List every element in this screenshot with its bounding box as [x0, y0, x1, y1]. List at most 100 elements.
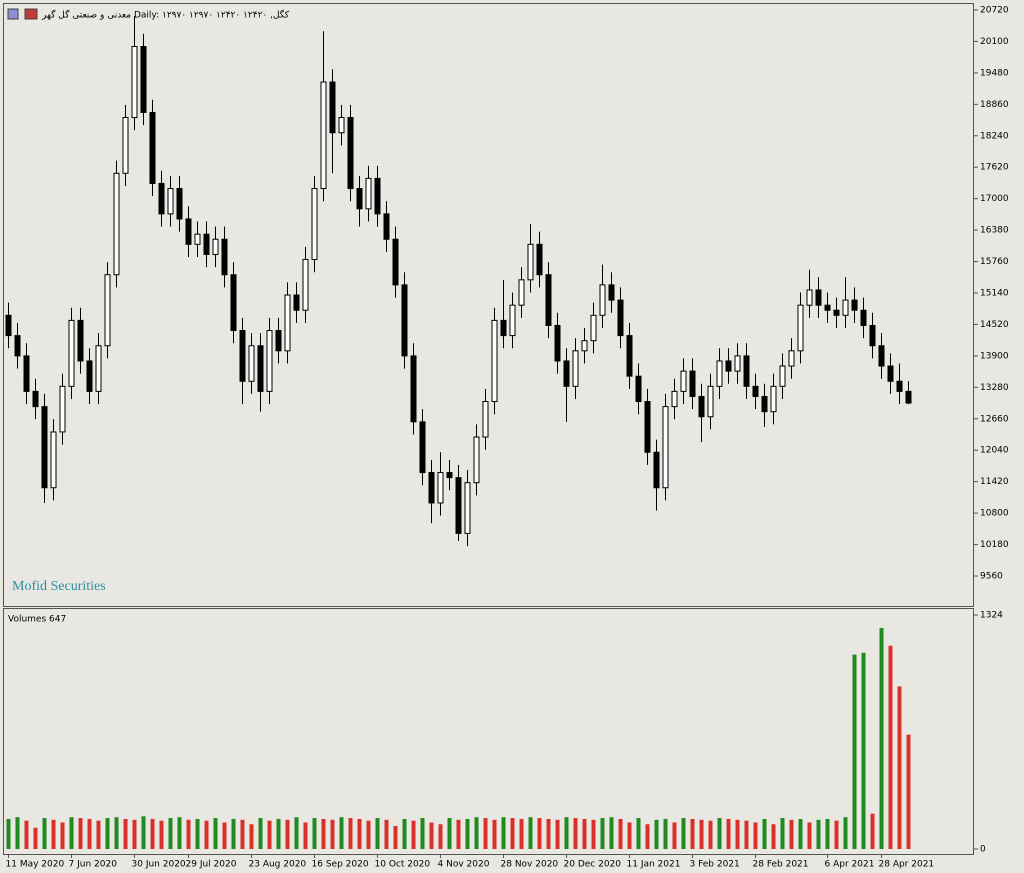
candle-body: [257, 345, 264, 392]
volume-bar: [555, 819, 560, 849]
volume-bar: [366, 820, 371, 849]
volume-bar: [312, 818, 317, 849]
y-tick-label: 18860: [980, 100, 1009, 110]
volume-bar: [258, 818, 263, 849]
volume-bar: [645, 824, 650, 849]
volume-bar: [141, 816, 146, 849]
candle-body: [698, 395, 705, 418]
volume-bar: [294, 817, 299, 849]
volume-bar: [708, 820, 713, 849]
volume-bar: [15, 817, 20, 849]
candle-body: [689, 370, 696, 397]
candle-body: [410, 355, 417, 423]
volume-bar: [789, 819, 794, 849]
volume-bar: [744, 820, 749, 849]
icon: [24, 8, 38, 20]
candle-body: [176, 188, 183, 220]
volume-bar: [537, 818, 542, 849]
candle-body: [32, 390, 39, 408]
candle-body: [671, 390, 678, 408]
volume-bar: [510, 818, 515, 849]
candle-body: [491, 319, 498, 403]
candle-body: [707, 385, 714, 418]
volume-bar: [213, 818, 218, 849]
x-tick-label: 28 Apr 2021: [879, 860, 935, 870]
volume-bar: [357, 818, 362, 849]
volume-bar: [798, 818, 803, 849]
candle-body: [401, 284, 408, 357]
y-tick-label: 12040: [980, 446, 1009, 456]
y-tick-label: 16380: [980, 226, 1009, 236]
volume-bar: [87, 818, 92, 849]
candle-body: [14, 335, 21, 357]
candle-body: [167, 188, 174, 215]
volume-bar: [159, 820, 164, 849]
volume-bar: [96, 820, 101, 849]
candle-body: [329, 81, 336, 134]
candle-body: [113, 172, 120, 276]
volume-bar: [177, 817, 182, 849]
candle-body: [680, 370, 687, 392]
y-tick-label: 20100: [980, 37, 1009, 47]
candle-body: [140, 46, 147, 113]
candle-body: [797, 304, 804, 352]
y-tick-label: 18240: [980, 131, 1009, 141]
price-panel: [3, 3, 974, 607]
y-tick-label: 10180: [980, 540, 1009, 550]
candle-body: [572, 350, 579, 387]
icon: [7, 8, 19, 20]
x-tick-label: 28 Feb 2021: [753, 860, 809, 870]
candle-body: [887, 365, 894, 382]
volume-bar: [888, 645, 893, 849]
volume-bar: [600, 818, 605, 849]
candle-body: [716, 360, 723, 387]
volume-bar: [6, 818, 11, 849]
y-tick-label: 11420: [980, 477, 1009, 487]
candle-body: [545, 274, 552, 326]
volume-bar: [330, 819, 335, 849]
volume-bar: [60, 822, 65, 849]
candle-body: [878, 345, 885, 367]
y-tick-label: 14520: [980, 320, 1009, 330]
candle-body: [149, 111, 156, 184]
volume-bar: [519, 818, 524, 849]
volume-bar: [438, 824, 443, 849]
candle-body: [500, 319, 507, 337]
volume-bar: [411, 820, 416, 849]
candle-body: [203, 233, 210, 255]
volume-bar: [825, 818, 830, 849]
candle-body: [725, 360, 732, 372]
candle-body: [626, 335, 633, 377]
volume-bar: [420, 818, 425, 849]
y-tick-label: 13280: [980, 383, 1009, 393]
x-tick-label: 11 Jan 2021: [627, 860, 681, 870]
candle-body: [761, 395, 768, 413]
candle-body: [293, 294, 300, 311]
x-tick-label: 3 Feb 2021: [690, 860, 740, 870]
volume-bar: [105, 818, 110, 849]
y-tick-label: 17620: [980, 163, 1009, 173]
candle-body: [419, 421, 426, 474]
x-tick-label: 6 Apr 2021: [825, 860, 875, 870]
volume-bar: [150, 818, 155, 849]
volume-bar: [681, 818, 686, 849]
volume-bar: [402, 818, 407, 849]
candle-body: [131, 46, 138, 119]
y-tick-label: 20720: [980, 6, 1009, 16]
candle-body: [383, 213, 390, 240]
volume-bar: [33, 827, 38, 849]
volume-bar: [465, 818, 470, 849]
x-tick-label: 4 Nov 2020: [438, 860, 490, 870]
x-tick-label: 7 Jun 2020: [69, 860, 118, 870]
candle-body: [221, 238, 228, 276]
candle-body: [275, 330, 282, 352]
candle-body: [338, 117, 345, 134]
volume-bar: [195, 818, 200, 849]
volume-bar: [24, 820, 29, 849]
candle-body: [464, 482, 471, 534]
candle-body: [563, 360, 570, 387]
candle-body: [653, 451, 660, 489]
candle-body: [122, 117, 129, 174]
volume-bar: [69, 817, 74, 849]
y-tick-label: 19480: [980, 68, 1009, 78]
